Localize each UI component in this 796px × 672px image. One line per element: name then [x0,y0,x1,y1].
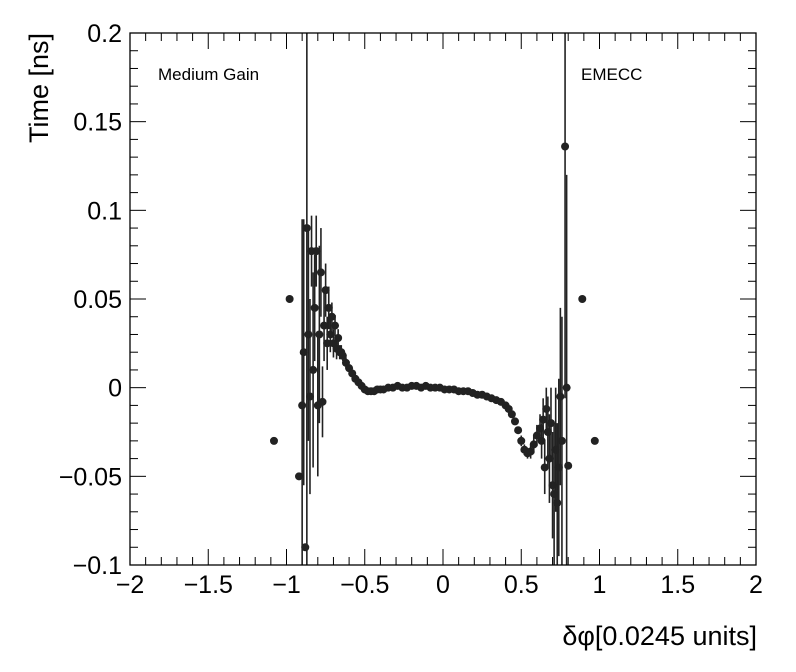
x-tick-label: −1.5 [184,571,233,599]
data-point [532,431,541,440]
data-point [295,472,304,481]
data-point [324,303,333,312]
data-points [269,142,599,552]
x-tick-label: 1 [593,571,607,599]
y-tick-label: 0.1 [87,197,122,225]
data-point [301,543,310,552]
data-point [326,330,335,339]
plot-frame [129,32,757,566]
x-tick-label: 0 [436,571,450,599]
data-point [316,268,325,277]
data-point [331,321,340,330]
y-tick-label: 0 [108,375,122,403]
data-point [590,436,599,445]
data-point [310,303,319,312]
data-point [304,330,313,339]
data-point [536,424,545,433]
y-tick-label: 0.15 [73,109,122,137]
y-tick-label: −0.1 [73,552,122,580]
y-tick-labels: −0.1 −0.05 0 0.05 0.1 0.15 0.2 [59,20,122,580]
data-point [542,404,551,413]
data-point [305,392,314,401]
data-point [551,445,560,454]
y-tick-label: −0.05 [59,463,122,491]
data-point [318,397,327,406]
data-point [517,436,526,445]
data-point [546,419,555,428]
annotation-gain: Medium Gain [158,65,259,84]
data-point [298,401,307,410]
x-tick-label: −1 [272,571,301,599]
data-point [550,490,559,499]
data-point [320,321,329,330]
x-tick-labels: −2 −1.5 −1 −0.5 0 0.5 1 1.5 2 [116,571,763,599]
data-point [302,224,311,233]
error-bars [301,33,568,565]
axis-ticks [129,32,757,566]
data-point [321,286,330,295]
data-point [548,481,557,490]
data-point [540,463,549,472]
x-tick-label: 2 [749,571,763,599]
x-tick-label: 1.5 [660,571,695,599]
data-point [269,436,278,445]
y-axis-title: Time [ns] [24,33,54,143]
data-point [539,415,548,424]
data-point [507,410,516,419]
data-point [537,436,546,445]
data-point [323,339,332,348]
data-point [557,436,566,445]
x-tick-label: 0.5 [504,571,539,599]
data-point [312,247,321,256]
data-point [556,392,565,401]
x-axis-title: δφ[0.0245 units] [562,621,757,651]
x-tick-label: −0.5 [340,571,389,599]
data-point [338,351,347,360]
data-point [334,334,343,343]
data-point [299,348,308,357]
y-tick-label: 0.05 [73,286,122,314]
annotation-detector: EMECC [581,65,642,84]
data-point [309,365,318,374]
data-point [529,440,538,449]
data-point [562,383,571,392]
data-point [514,426,523,435]
data-point [554,463,563,472]
data-point [510,417,519,426]
data-point [285,295,294,303]
data-point [526,447,535,456]
data-point [553,498,562,507]
data-point [315,330,324,339]
data-point [578,295,587,303]
data-point [327,312,336,321]
data-point [543,428,552,436]
data-point [564,461,573,470]
x-tick-label: −2 [116,571,145,599]
data-point [545,454,554,463]
data-point [561,142,570,151]
y-tick-label: 0.2 [87,20,122,48]
